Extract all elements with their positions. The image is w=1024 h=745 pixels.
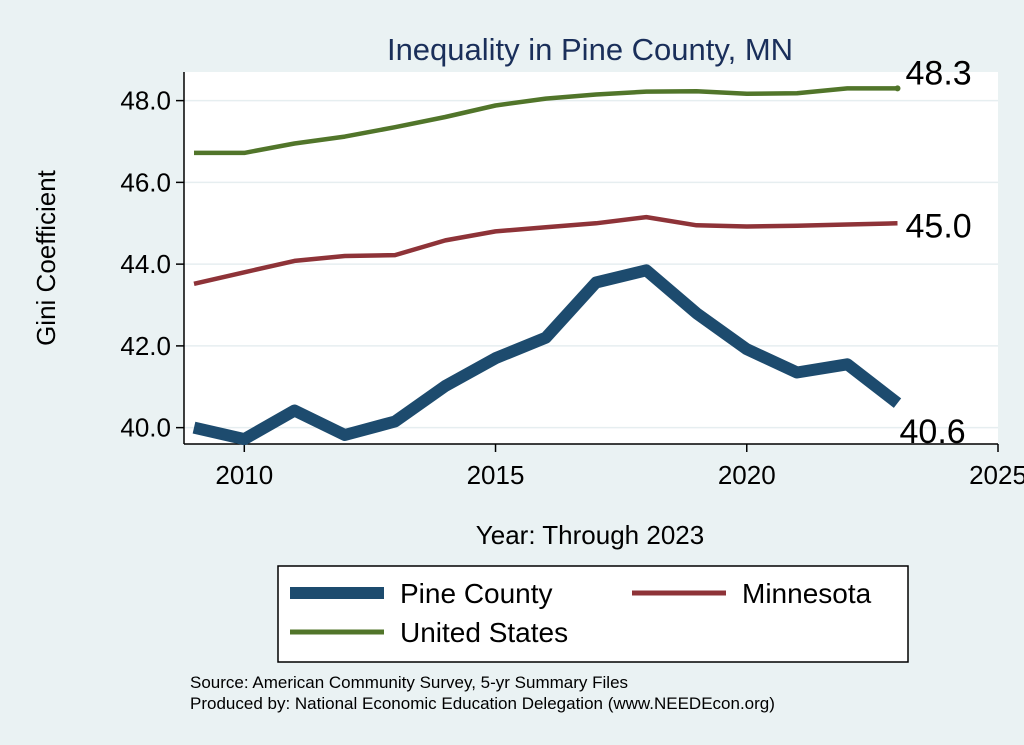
- x-tick-label: 2010: [215, 460, 273, 490]
- produced-by-note: Produced by: National Economic Education…: [190, 694, 775, 713]
- y-tick-label: 44.0: [120, 249, 171, 279]
- y-ticks: 40.0 42.0 44.0 46.0 48.0: [120, 86, 184, 443]
- x-axis-title: Year: Through 2023: [476, 520, 704, 550]
- legend-label: Minnesota: [742, 578, 872, 609]
- end-labels: 40.6 45.0 48.3: [900, 54, 972, 451]
- end-label-minnesota: 45.0: [906, 207, 972, 245]
- y-axis-title: Gini Coefficient: [31, 169, 61, 346]
- legend-label: Pine County: [400, 578, 553, 609]
- legend-label: United States: [400, 617, 568, 648]
- end-label-united-states: 48.3: [906, 54, 972, 92]
- y-tick-label: 40.0: [120, 413, 171, 443]
- end-label-pine-county: 40.6: [900, 413, 966, 451]
- legend-box: [277, 565, 909, 663]
- minnesota-line: [193, 214, 898, 286]
- x-tick-label: 2020: [718, 460, 776, 490]
- chart-title: Inequality in Pine County, MN: [387, 32, 793, 67]
- united-states-line: [194, 86, 898, 156]
- series-lines: [192, 85, 902, 446]
- x-ticks: 2010 2015 2020 2025: [215, 444, 1024, 490]
- source-note: Source: American Community Survey, 5-yr …: [190, 673, 628, 692]
- axes: [183, 72, 998, 445]
- y-tick-label: 46.0: [120, 167, 171, 197]
- legend: Pine County Minnesota United States: [277, 565, 909, 663]
- x-tick-label: 2015: [467, 460, 525, 490]
- united-states-end-point: [894, 85, 901, 92]
- y-tick-label: 48.0: [120, 86, 171, 116]
- y-tick-label: 42.0: [120, 331, 171, 361]
- pine-county-line: [192, 264, 902, 446]
- x-tick-label: 2025: [969, 460, 1024, 490]
